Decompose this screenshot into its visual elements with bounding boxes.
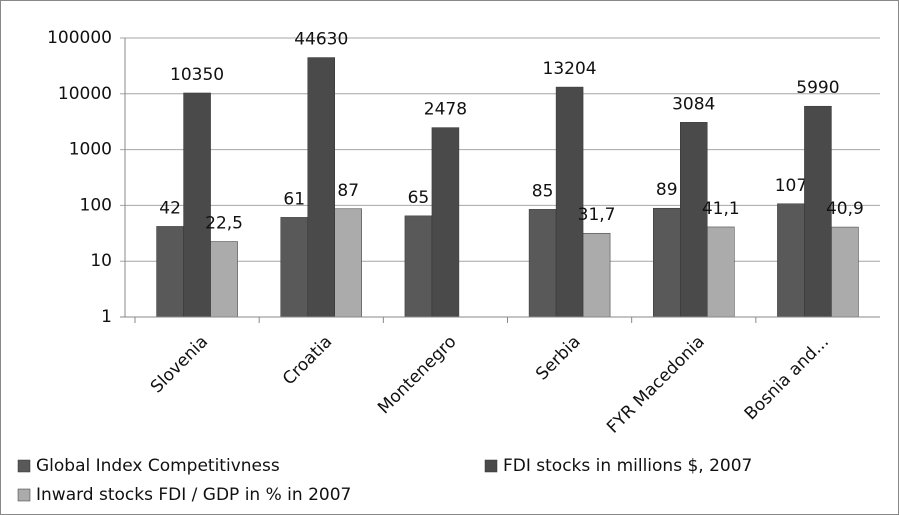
value-label: 31,7 — [578, 205, 616, 225]
bar — [804, 105, 832, 318]
legend-swatch — [484, 459, 498, 473]
value-label: 85 — [532, 181, 554, 201]
value-label: 44630 — [294, 30, 348, 50]
bar — [528, 209, 557, 318]
bar — [431, 127, 460, 318]
bar — [831, 226, 859, 318]
y-tick-label: 100000 — [47, 28, 112, 48]
bar — [156, 226, 184, 318]
bar — [210, 241, 238, 318]
value-label: 40,9 — [826, 199, 864, 219]
value-label: 61 — [283, 189, 305, 209]
value-label: 89 — [656, 180, 678, 200]
bar — [680, 122, 708, 318]
value-label: 87 — [337, 181, 359, 201]
bar — [307, 57, 335, 318]
y-tick-label: 1 — [101, 307, 112, 327]
value-label: 65 — [408, 188, 430, 208]
value-label: 13204 — [543, 59, 597, 79]
bar — [707, 226, 735, 318]
value-label: 22,5 — [205, 214, 243, 234]
value-label: 107 — [775, 176, 807, 196]
legend-label: Global Index Competitivness — [36, 456, 280, 476]
value-label: 3084 — [672, 94, 715, 114]
bar — [404, 215, 433, 318]
legend-swatch — [17, 459, 31, 473]
y-tick-label: 10000 — [58, 84, 112, 104]
bar — [777, 203, 805, 318]
value-label: 42 — [159, 198, 181, 218]
bar — [280, 217, 308, 318]
legend-label: FDI stocks in millions $, 2007 — [503, 456, 752, 476]
bar — [582, 232, 611, 318]
y-tick-label: 1000 — [69, 140, 112, 160]
value-label: 2478 — [424, 100, 467, 120]
value-label: 41,1 — [702, 199, 740, 219]
legend-label: Inward stocks FDI / GDP in % in 2007 — [36, 485, 351, 505]
bar — [555, 86, 584, 318]
bar — [183, 92, 211, 318]
y-tick-label: 100 — [80, 195, 112, 215]
bar — [653, 207, 681, 318]
value-label: 5990 — [796, 78, 839, 98]
y-tick-label: 10 — [90, 251, 112, 271]
bar — [334, 208, 362, 318]
legend-swatch — [17, 488, 31, 502]
value-label: 10350 — [170, 65, 224, 85]
